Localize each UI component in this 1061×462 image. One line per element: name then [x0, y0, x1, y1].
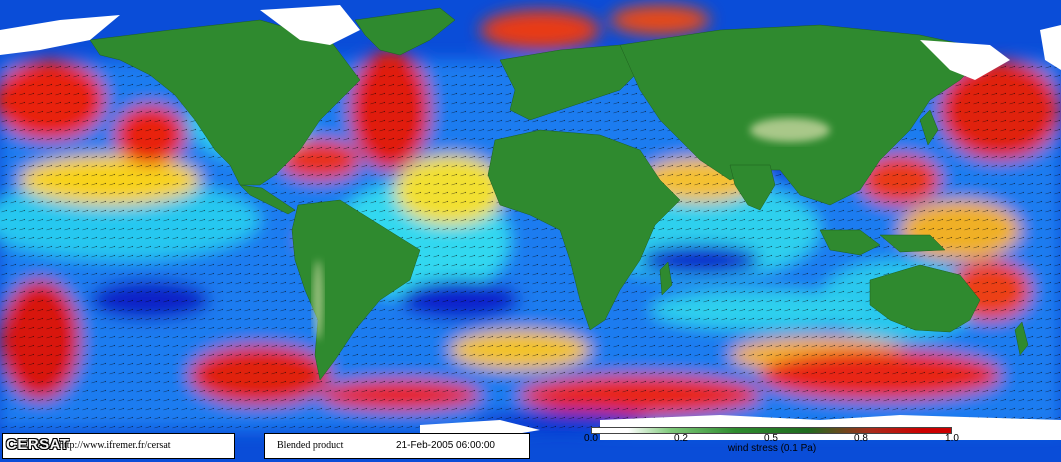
cersat-logo: CERSAT — [6, 436, 70, 453]
tibet-plateau — [750, 118, 830, 142]
andes-ridge — [313, 260, 323, 340]
scale-tick: 0.5 — [764, 433, 778, 444]
scale-panel: 0.0 0.2 0.5 0.8 1.0 wind stress (0.1 Pa) — [562, 424, 1052, 458]
timestamp: 21-Feb-2005 06:00:00 — [396, 440, 495, 451]
scale-tick: 1.0 — [945, 433, 959, 444]
scale-tick: 0.0 — [584, 433, 598, 444]
credit-url[interactable]: http://www.ifremer.fr/cersat — [59, 440, 171, 451]
land-masses — [89, 7, 1029, 381]
product-box: Blended product 21-Feb-2005 06:00:00 — [264, 433, 530, 459]
product-label: Blended product — [277, 440, 344, 451]
scale-tick: 0.8 — [854, 433, 868, 444]
scale-label: wind stress (0.1 Pa) — [727, 443, 817, 454]
scale-tick: 0.2 — [674, 433, 688, 444]
colorbar — [591, 427, 952, 434]
credit-box: CERSAT http://www.ifremer.fr/cersat — [2, 433, 235, 459]
